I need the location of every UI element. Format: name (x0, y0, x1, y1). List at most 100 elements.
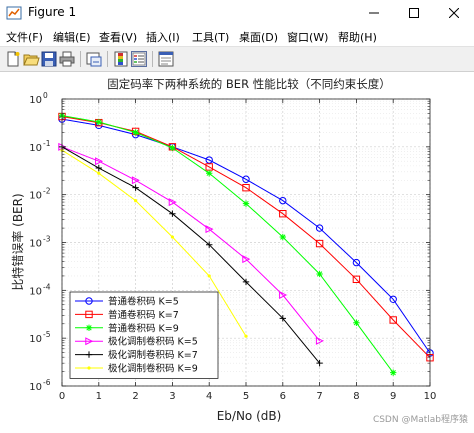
x-tick-label: 7 (316, 391, 322, 402)
x-axis-label: Eb/No (dB) (217, 409, 282, 423)
save-icon[interactable] (40, 50, 58, 68)
y-axis-label: 比特错误率 (BER) (10, 193, 25, 290)
data-point-s5 (132, 184, 139, 191)
data-point-s4 (131, 176, 140, 185)
x-tick-label: 1 (96, 391, 102, 402)
figure-canvas: 固定码率下两种系统的 BER 性能比较（不同约束长度） Eb/No (dB) 比… (0, 72, 474, 429)
legend-marker (85, 351, 93, 358)
y-tick-exponent: 0 (43, 91, 48, 100)
toolbar-separator (80, 51, 81, 67)
chart-title: 固定码率下两种系统的 BER 性能比较（不同约束长度） (107, 77, 390, 91)
data-point-s4 (242, 255, 251, 264)
series-line-6 (61, 149, 247, 337)
menu-help[interactable]: 帮助(H) (338, 31, 377, 44)
y-tick-base: 10 (29, 95, 42, 106)
data-point-s2 (279, 210, 287, 218)
y-tick-base: 10 (29, 334, 42, 345)
legend-label: 极化调制卷积码 K=5 (108, 336, 198, 348)
open-file-icon[interactable] (22, 50, 40, 68)
new-figure-icon[interactable] (4, 50, 22, 68)
data-point-s4 (315, 336, 324, 345)
menu-tools[interactable]: 工具(T) (192, 31, 230, 44)
legend-marker (85, 297, 93, 305)
series-line-3 (61, 115, 394, 373)
data-point-s2 (352, 275, 361, 284)
legend-box (69, 291, 219, 379)
matlab-figure-icon (6, 6, 22, 20)
minimize-icon (369, 12, 379, 14)
menu-view[interactable]: 查看(V) (99, 31, 138, 44)
y-tick-label: 10 -1 (29, 139, 50, 154)
legend-label: 普通卷积码 K=5 (108, 296, 179, 308)
x-tick-label: 5 (243, 391, 249, 402)
data-point-s2 (242, 183, 250, 192)
toolbar (0, 46, 474, 72)
y-tick-label: 10 -5 (29, 330, 50, 345)
y-tick-exponent: -5 (43, 330, 51, 339)
x-tick-label: 3 (169, 391, 175, 402)
data-point-s1 (352, 258, 361, 267)
title-bar: Figure 1 (0, 0, 474, 26)
x-tick-label: 8 (353, 391, 359, 402)
data-point-s1 (279, 196, 287, 205)
legend-label: 极化调制卷积码 K=9 (108, 363, 198, 375)
menu-edit[interactable]: 编辑(E) (53, 31, 91, 44)
y-tick-base: 10 (29, 143, 42, 154)
data-point-s5 (95, 164, 102, 172)
ber-plot[interactable]: 固定码率下两种系统的 BER 性能比较（不同约束长度） Eb/No (dB) 比… (0, 72, 474, 429)
property-editor-icon[interactable] (157, 50, 175, 68)
data-point-s6 (244, 334, 248, 338)
data-point-s5 (206, 241, 213, 248)
data-point-s3 (169, 144, 176, 152)
series-line-5 (61, 146, 320, 364)
data-point-s1 (315, 224, 324, 232)
colorbar-icon[interactable] (112, 50, 130, 68)
legend-icon[interactable] (130, 50, 148, 68)
data-point-s3 (316, 270, 323, 278)
menu-bar: 文件(F) 编辑(E) 查看(V) 插入(I) 工具(T) 桌面(D) 窗口(W… (0, 26, 474, 46)
y-tick-exponent: -6 (43, 378, 51, 387)
menu-window[interactable]: 窗口(W) (287, 31, 329, 44)
legend-marker (85, 324, 93, 331)
legend-marker (87, 366, 91, 370)
data-point-s6 (134, 199, 138, 203)
y-tick-label: 10 -4 (29, 282, 50, 297)
toolbar-separator (107, 51, 108, 67)
data-point-s3 (95, 118, 102, 126)
watermark: CSDN @Matlab程序猿 (372, 415, 468, 425)
data-point-s6 (170, 235, 174, 239)
print-icon[interactable] (58, 50, 76, 68)
legend-label: 普通卷积码 K=7 (108, 309, 179, 321)
data-point-s1 (205, 156, 213, 164)
close-button[interactable] (434, 0, 474, 26)
x-tick-label: 4 (206, 391, 212, 402)
legend-marker (85, 337, 94, 346)
menu-desktop[interactable]: 桌面(D) (239, 31, 279, 44)
close-icon (449, 8, 459, 18)
data-point-s3 (353, 319, 360, 326)
maximize-icon (409, 8, 419, 18)
data-point-s1 (389, 295, 397, 303)
data-point-s3 (206, 170, 213, 177)
data-point-s4 (95, 157, 104, 166)
data-point-s4 (168, 198, 177, 207)
link-plot-icon[interactable] (85, 50, 103, 68)
data-point-s1 (242, 175, 250, 183)
menu-insert[interactable]: 插入(I) (146, 31, 180, 44)
data-point-s5 (242, 278, 250, 286)
x-tick-label: 9 (390, 391, 396, 402)
legend-label: 极化调制卷积码 K=7 (108, 349, 198, 361)
y-tick-exponent: -3 (43, 235, 51, 244)
maximize-button[interactable] (394, 0, 434, 26)
legend-marker (85, 310, 93, 319)
data-point-s4 (205, 225, 214, 234)
minimize-button[interactable] (354, 0, 394, 26)
y-tick-base: 10 (29, 191, 42, 202)
y-tick-label: 10 -3 (29, 235, 50, 250)
data-point-s6 (97, 171, 101, 175)
menu-file[interactable]: 文件(F) (6, 31, 43, 44)
x-tick-label: 0 (59, 391, 65, 402)
series-line-4 (61, 146, 320, 342)
